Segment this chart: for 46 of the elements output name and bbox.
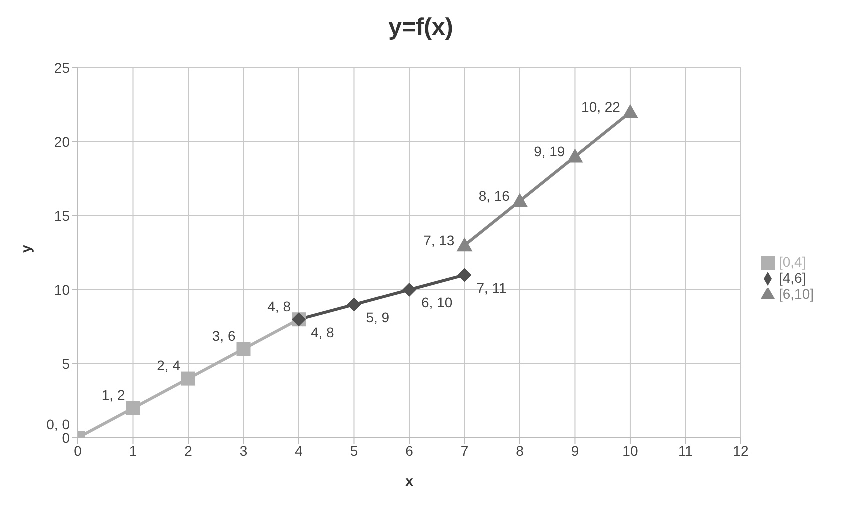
x-tick-label: 1 [129,442,138,459]
data-label: 4, 8 [310,324,335,340]
legend-label: [4,6] [778,270,806,286]
x-tick-label: 3 [240,442,248,459]
data-label: 7, 13 [424,232,455,248]
y-tick-label: 15 [54,208,70,224]
x-tick-label: 2 [184,442,193,459]
legend-label: [0,4] [778,254,806,270]
x-tick-label: 11 [678,442,694,459]
x-tick-label: 5 [350,442,358,459]
x-tick-label: 4 [295,442,304,459]
point [567,148,584,163]
legend-label: [6,10] [778,286,814,302]
data-label: 9, 19 [534,144,566,160]
x-tick-label: 0 [74,442,82,459]
chart-title: y=f(x) [388,13,454,43]
x-tick-label: 12 [733,442,749,459]
point [347,298,362,312]
x-tick-label: 6 [406,442,414,459]
x-tick-label: 7 [460,442,469,459]
point [458,268,472,282]
point [236,342,251,356]
point [181,372,196,386]
data-label: 4, 8 [268,298,292,314]
x-axis-title: x [406,473,414,489]
data-label: 1, 2 [102,387,126,404]
y-tick-label: 5 [62,356,70,372]
point [622,104,638,118]
point [512,193,528,208]
y-tick-label: 10 [54,282,70,298]
data-label: 2, 4 [157,358,181,374]
data-label: 7, 11 [476,280,508,296]
data-label: 6, 10 [421,294,453,311]
data-label: 10, 22 [582,99,621,116]
x-tick-label: 9 [571,442,580,459]
y-axis-title: y [18,245,34,253]
x-tick-label: 8 [516,442,524,459]
data-label: 3, 6 [212,328,236,344]
point [126,401,140,416]
data-label: 5, 9 [366,310,390,326]
point [456,238,473,252]
point [402,283,416,297]
y-tick-label: 25 [54,60,70,76]
x-tick-label: 10 [622,442,638,459]
data-label: 8, 16 [478,188,510,204]
y-tick-label: 20 [54,134,70,150]
